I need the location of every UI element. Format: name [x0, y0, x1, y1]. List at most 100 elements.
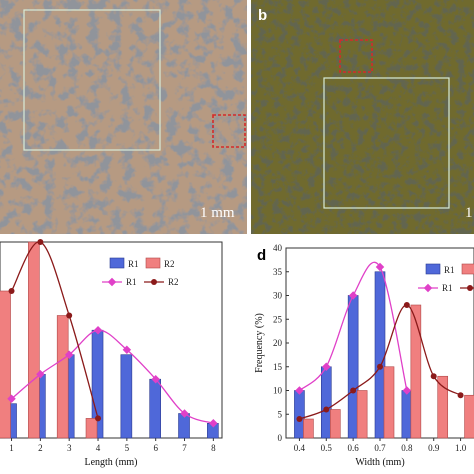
legend-label-r1-line: R1 — [442, 283, 453, 293]
bar-r1 — [120, 354, 133, 439]
legend-label-r1-bar: R1 — [444, 265, 455, 275]
legend-marker-r1 — [107, 277, 117, 287]
legend-swatch-r1-bar — [109, 257, 125, 269]
bar-r1 — [294, 390, 305, 439]
y-tick-label: 15 — [273, 362, 283, 372]
y-tick-label: 10 — [273, 386, 283, 396]
y-tick-label: 0 — [278, 433, 283, 443]
legend-label-r1-line: R1 — [126, 277, 137, 287]
y-tick-label: 25 — [273, 314, 283, 324]
point-r1 — [209, 419, 218, 428]
region-box-small — [212, 114, 246, 148]
legend-label-r2-line: R2 — [168, 277, 179, 287]
point-r1 — [402, 386, 412, 395]
y-axis-label: Frequency (%) — [254, 313, 265, 373]
legend-swatch-r2-bar — [461, 263, 474, 275]
bar-r1 — [374, 271, 386, 439]
bar-r2 — [85, 418, 98, 439]
point-r2 — [377, 363, 383, 370]
bar-r2 — [329, 409, 341, 439]
legend-swatch-r1-bar — [425, 263, 441, 275]
x-tick-label: 0.9 — [428, 443, 440, 453]
legend-marker-r1 — [423, 283, 433, 293]
region-box-large — [23, 9, 161, 151]
x-axis-label: Width (mm) — [355, 457, 404, 468]
point-r2 — [323, 406, 330, 413]
scale-bar-label: 1 mm — [200, 205, 235, 221]
legend-label-r1-bar: R1 — [128, 259, 139, 269]
width-distribution-chart: 0.4 0.5 0.6 0.7 0.8 0.9 1.0 Width (mm) 0 5 10 15 20 2… — [248, 238, 474, 474]
point-r1 — [295, 386, 304, 395]
line-r2 — [10, 241, 99, 419]
x-tick-label: 5 — [125, 443, 130, 453]
bar-r2 — [28, 241, 40, 439]
point-r2 — [350, 387, 357, 394]
y-tick-label: 5 — [278, 409, 283, 419]
y-tick-label: 40 — [273, 243, 283, 253]
micrograph-b: b 1 — [251, 0, 474, 234]
bar-r1 — [401, 390, 413, 439]
width-chart-svg: 0.4 0.5 0.6 0.7 0.8 0.9 1.0 Width (mm) 0 5 10 15 20 2… — [254, 243, 474, 468]
y-tick-label: 35 — [273, 267, 283, 277]
micrograph-a: 1 mm — [0, 0, 247, 234]
x-tick-label: 0.7 — [374, 443, 386, 453]
x-tick-label: 3 — [67, 443, 72, 453]
point-r1 — [93, 325, 103, 335]
x-axis-label: Length (mm) — [84, 457, 137, 468]
x-tick-label: 7 — [182, 443, 187, 453]
point-r1 — [151, 374, 160, 384]
x-tick-label: 1.0 — [455, 443, 467, 453]
region-box-small — [339, 39, 373, 73]
x-tick-label: 0.8 — [401, 443, 413, 453]
line-r1 — [298, 261, 408, 392]
bar-r2 — [437, 375, 449, 439]
point-r2 — [95, 415, 102, 422]
panel-letter-b: b — [258, 7, 268, 24]
point-r2 — [403, 302, 410, 308]
bar-r2 — [356, 390, 368, 439]
micrograph-b-image — [251, 0, 474, 234]
region-box-large — [323, 77, 450, 209]
point-r2 — [8, 288, 15, 294]
point-r1 — [322, 362, 331, 371]
plot-frame — [0, 241, 223, 439]
point-r2 — [457, 392, 464, 399]
bar-r2 — [410, 304, 422, 439]
x-tick-label: 4 — [96, 443, 101, 453]
point-r2 — [37, 239, 44, 245]
point-r2 — [296, 416, 303, 422]
panel-letter-d: d — [257, 247, 266, 264]
point-r1 — [122, 345, 132, 355]
bar-r1 — [347, 295, 359, 439]
x-tick-label: 0.5 — [321, 443, 333, 453]
point-r1 — [36, 370, 45, 379]
bar-r2 — [383, 366, 395, 439]
point-r2 — [430, 373, 437, 380]
bar-r2 — [303, 418, 314, 439]
point-r2 — [66, 312, 73, 319]
bar-r1 — [320, 366, 332, 439]
x-tick-label: 1 — [9, 443, 14, 453]
bar-r1 — [149, 378, 161, 439]
bar-r2 — [0, 290, 11, 439]
x-tick-label: 6 — [153, 443, 158, 453]
micrograph-b-texture — [251, 0, 474, 234]
micrograph-a-texture — [0, 0, 247, 234]
bar-r2 — [56, 315, 69, 439]
y-tick-label: 20 — [273, 338, 283, 348]
x-tick-label: 2 — [38, 443, 43, 453]
legend-marker-r2 — [467, 285, 473, 291]
legend-swatch-r2-bar — [145, 257, 161, 269]
length-chart-svg: 1 2 3 4 5 6 7 8 Length (mm) R1 R2 R1 R2 — [0, 239, 223, 468]
x-tick-label: 0.6 — [348, 443, 360, 453]
micrograph-a-image — [0, 0, 247, 234]
bar-r2 — [464, 394, 474, 439]
point-r1 — [348, 291, 358, 300]
length-distribution-chart: 1 2 3 4 5 6 7 8 Length (mm) R1 R2 R1 R2 — [0, 238, 232, 474]
x-tick-label: 8 — [211, 443, 216, 453]
legend-label-r2-bar: R2 — [164, 259, 175, 269]
point-r1 — [180, 409, 189, 418]
x-tick-label: 0.4 — [294, 443, 306, 453]
point-r1 — [375, 262, 385, 272]
legend-marker-r2 — [151, 279, 157, 285]
